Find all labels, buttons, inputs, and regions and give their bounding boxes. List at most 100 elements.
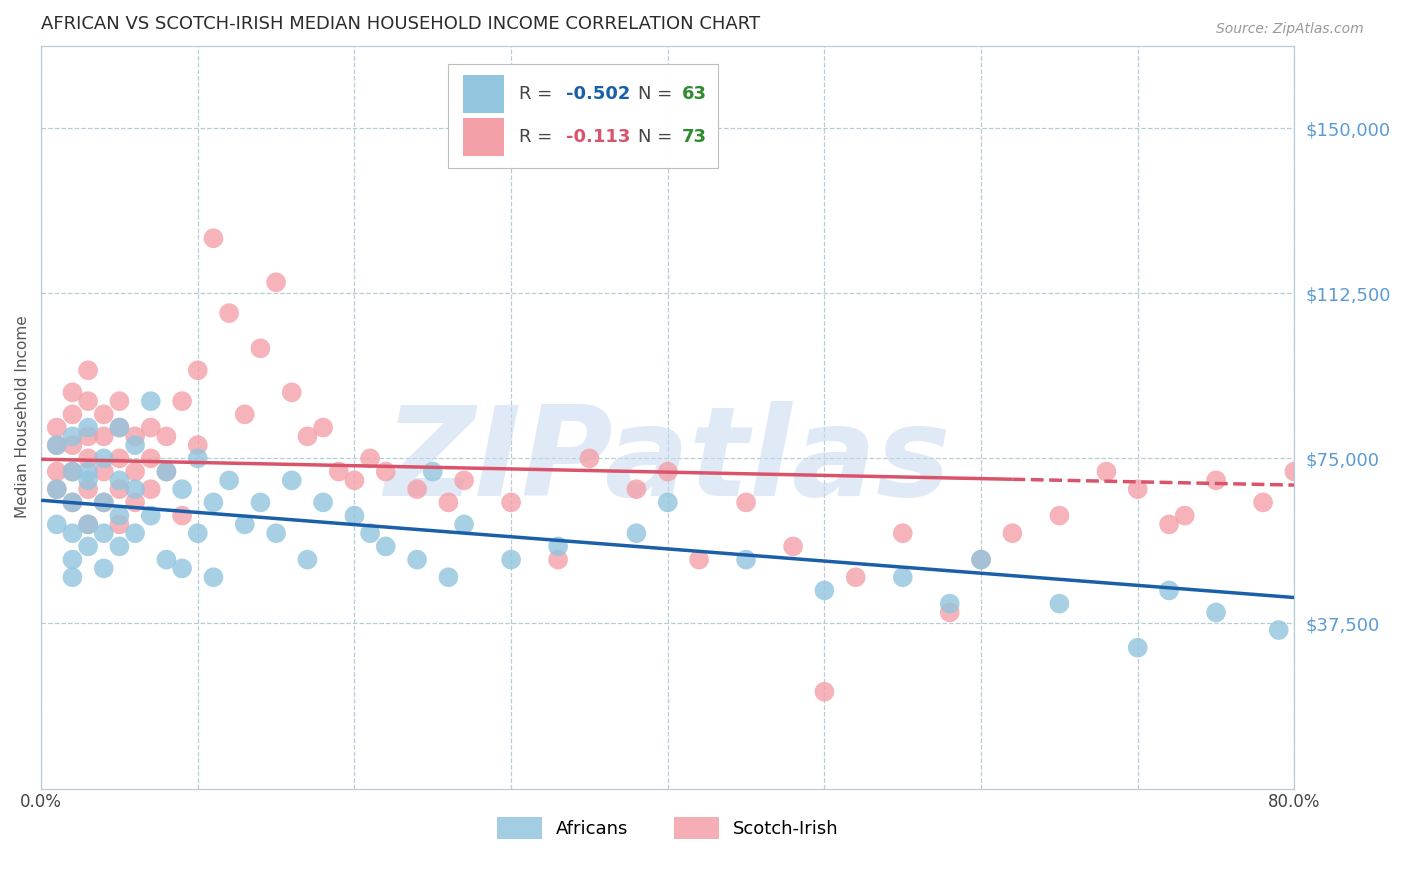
Point bbox=[264, 526, 287, 541]
Point bbox=[62, 495, 84, 509]
Point bbox=[93, 495, 115, 509]
Point bbox=[1205, 606, 1227, 620]
Point bbox=[891, 570, 914, 584]
Point bbox=[139, 451, 162, 466]
Y-axis label: Median Household Income: Median Household Income bbox=[15, 316, 30, 518]
Point bbox=[437, 495, 460, 509]
Point bbox=[233, 408, 256, 422]
Point bbox=[297, 429, 319, 443]
Point bbox=[155, 465, 177, 479]
Point bbox=[172, 508, 194, 523]
Point bbox=[62, 552, 84, 566]
Text: N =: N = bbox=[638, 85, 678, 103]
Point bbox=[359, 451, 381, 466]
Point bbox=[938, 597, 960, 611]
Point bbox=[77, 465, 100, 479]
Point bbox=[108, 420, 131, 434]
Point bbox=[62, 465, 84, 479]
Point bbox=[406, 482, 429, 496]
Point bbox=[108, 420, 131, 434]
Point bbox=[93, 408, 115, 422]
Point bbox=[62, 408, 84, 422]
Point bbox=[172, 394, 194, 409]
Point bbox=[124, 438, 146, 452]
Point bbox=[93, 451, 115, 466]
Point bbox=[688, 552, 710, 566]
Point bbox=[77, 451, 100, 466]
Point bbox=[813, 583, 835, 598]
Point bbox=[124, 495, 146, 509]
Point bbox=[62, 526, 84, 541]
Point bbox=[501, 552, 523, 566]
Point bbox=[93, 561, 115, 575]
Point bbox=[108, 474, 131, 488]
Point bbox=[93, 526, 115, 541]
Point bbox=[1126, 482, 1149, 496]
Point bbox=[453, 517, 475, 532]
Point bbox=[108, 482, 131, 496]
Point bbox=[312, 420, 335, 434]
Point bbox=[970, 552, 993, 566]
Point bbox=[437, 570, 460, 584]
Point bbox=[1251, 495, 1274, 509]
Point bbox=[187, 438, 209, 452]
Point bbox=[124, 526, 146, 541]
Point bbox=[1095, 465, 1118, 479]
Point bbox=[845, 570, 868, 584]
Point bbox=[124, 482, 146, 496]
Point bbox=[62, 385, 84, 400]
Point bbox=[578, 451, 600, 466]
Point bbox=[1284, 465, 1306, 479]
Point bbox=[45, 517, 67, 532]
Point bbox=[139, 420, 162, 434]
Point bbox=[93, 495, 115, 509]
Point bbox=[249, 341, 271, 355]
Point bbox=[422, 465, 444, 479]
Point bbox=[1205, 474, 1227, 488]
Point bbox=[45, 438, 67, 452]
Point bbox=[453, 474, 475, 488]
Point bbox=[626, 482, 648, 496]
Point bbox=[77, 540, 100, 554]
Point bbox=[1126, 640, 1149, 655]
Point bbox=[1047, 508, 1070, 523]
Point bbox=[1174, 508, 1197, 523]
Point bbox=[45, 482, 67, 496]
Point bbox=[374, 465, 396, 479]
Point bbox=[108, 394, 131, 409]
Point bbox=[218, 474, 240, 488]
Point bbox=[93, 429, 115, 443]
Point bbox=[187, 363, 209, 377]
Text: -0.113: -0.113 bbox=[567, 128, 631, 146]
Point bbox=[187, 526, 209, 541]
Point bbox=[202, 495, 225, 509]
Point bbox=[77, 474, 100, 488]
Point bbox=[45, 465, 67, 479]
Point bbox=[139, 394, 162, 409]
Point bbox=[312, 495, 335, 509]
Point bbox=[77, 420, 100, 434]
Point bbox=[501, 495, 523, 509]
Text: ZIPatlas: ZIPatlas bbox=[384, 401, 950, 522]
Point bbox=[343, 474, 366, 488]
Point bbox=[124, 465, 146, 479]
Point bbox=[1157, 517, 1180, 532]
Point bbox=[938, 606, 960, 620]
Point bbox=[139, 508, 162, 523]
Point bbox=[202, 570, 225, 584]
Point bbox=[202, 231, 225, 245]
Text: Source: ZipAtlas.com: Source: ZipAtlas.com bbox=[1216, 22, 1364, 37]
Point bbox=[172, 561, 194, 575]
Point bbox=[124, 429, 146, 443]
Point bbox=[108, 540, 131, 554]
Point bbox=[77, 517, 100, 532]
Point bbox=[93, 465, 115, 479]
Point bbox=[62, 438, 84, 452]
Point bbox=[249, 495, 271, 509]
Point bbox=[77, 517, 100, 532]
Point bbox=[970, 552, 993, 566]
Point bbox=[155, 552, 177, 566]
Point bbox=[626, 526, 648, 541]
Point bbox=[62, 465, 84, 479]
Point bbox=[77, 482, 100, 496]
